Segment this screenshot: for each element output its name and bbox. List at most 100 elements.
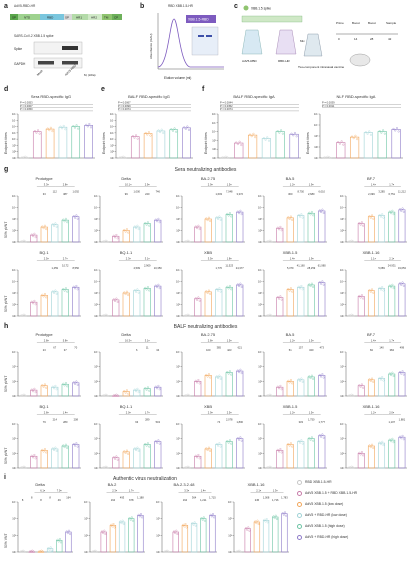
data-point [43, 448, 46, 451]
data-point [391, 283, 394, 286]
y-tick-label: 10¹ [12, 466, 16, 470]
chart-title: BA.2.75 [200, 332, 216, 337]
data-point [236, 283, 239, 286]
y-tick-label: 10³ [258, 437, 262, 441]
data-point [209, 292, 212, 295]
data-point [308, 283, 311, 286]
data-point [239, 436, 242, 439]
data-point [250, 135, 253, 138]
fold-change-label: 2.5× [227, 411, 233, 415]
data-point [106, 466, 109, 469]
data-point [133, 225, 136, 228]
data-point [218, 215, 221, 218]
bar [51, 224, 59, 243]
data-point [359, 453, 362, 456]
timeline-prime: Prime [336, 21, 344, 25]
bar [72, 286, 80, 317]
data-point [72, 215, 75, 218]
data-point [104, 533, 107, 536]
bar [143, 444, 151, 469]
data-point [122, 155, 125, 158]
data-point [236, 369, 239, 372]
y-tick-label: 10² [84, 533, 88, 537]
data-point [239, 368, 242, 371]
legend-item: AdV5 + RBD-HR (low dose) [297, 511, 409, 522]
data-point [135, 449, 138, 451]
fold-change-label: 1.3× [273, 489, 279, 493]
data-point [348, 394, 351, 397]
data-point [75, 380, 78, 383]
data-point [57, 540, 60, 543]
bar [61, 383, 69, 397]
p-value-label: P = 0.0074 [118, 107, 131, 111]
fold-change-label: 1.8× [227, 257, 233, 261]
data-point [112, 298, 115, 301]
data-point [322, 212, 325, 214]
data-point [395, 127, 398, 130]
data-point [112, 456, 115, 459]
y-tick-label: 10⁵ [212, 121, 216, 125]
western-blot: Spike GAPDH Mock AdV5-RBD M, (kDa) [14, 41, 96, 77]
data-point [22, 156, 25, 159]
data-point [133, 447, 136, 450]
legend-label: AdV5 + RBD-HR (high dose) [305, 535, 349, 539]
data-point [53, 224, 56, 227]
data-point [69, 533, 72, 536]
flask-icon-1 [241, 29, 263, 55]
y-tick-label: 10³ [340, 217, 344, 221]
data-point [33, 387, 36, 390]
y-tick-label: 10¹ [340, 240, 344, 244]
data-label: 61,980 [318, 263, 326, 267]
data-point [127, 452, 130, 455]
bar [181, 525, 189, 553]
data-point [388, 284, 391, 287]
data-point [54, 446, 57, 449]
data-point [64, 128, 67, 131]
chart-h2: Delta 10¹ 10² 10³ 10⁴ 6 11 34 16.3× 3.1× [86, 332, 166, 402]
data-point [288, 289, 291, 292]
chart-title: BA.2.75 [200, 176, 216, 181]
data-label: 8 [31, 495, 33, 499]
y-tick-label: 10¹ [12, 240, 16, 244]
y-tick-label: 10² [12, 451, 16, 455]
bar [72, 216, 80, 243]
chart-title: XBB.1.16 [247, 482, 265, 487]
y-tick-label: 10³ [12, 143, 16, 147]
data-point [300, 377, 303, 380]
data-point [188, 466, 191, 469]
data-point [372, 217, 375, 220]
data-point [300, 213, 303, 216]
data-point [116, 394, 119, 397]
data-point [368, 444, 371, 447]
data-point [144, 132, 147, 134]
data-point [325, 156, 328, 159]
data-point [256, 519, 259, 522]
bar [236, 438, 244, 469]
bar [215, 217, 223, 243]
data-point [72, 285, 75, 288]
data-point [184, 127, 187, 130]
y-tick-label: 10⁵ [340, 194, 344, 198]
bar [204, 375, 212, 397]
y-tick-label: 10⁵ [94, 194, 98, 198]
data-point [247, 526, 250, 529]
bar [45, 128, 55, 159]
data-point [176, 533, 179, 536]
data-point [125, 449, 128, 452]
section-title-i: Authentic virus neutralization [113, 476, 177, 482]
bar [209, 515, 216, 553]
y-tick-label: 10³ [110, 143, 114, 147]
data-point [183, 525, 186, 528]
data-label: 41,160 [297, 263, 305, 267]
data-point [280, 298, 283, 301]
legend-item: AdV5 XBB.1.5 (low dose) [297, 500, 409, 511]
bar [72, 444, 80, 469]
data-point [30, 300, 33, 303]
bar [236, 284, 244, 317]
data-point [133, 388, 136, 391]
fold-change-label: 2.7× [63, 257, 69, 261]
bar [378, 378, 386, 397]
bar [276, 297, 284, 317]
data-point [145, 223, 148, 226]
